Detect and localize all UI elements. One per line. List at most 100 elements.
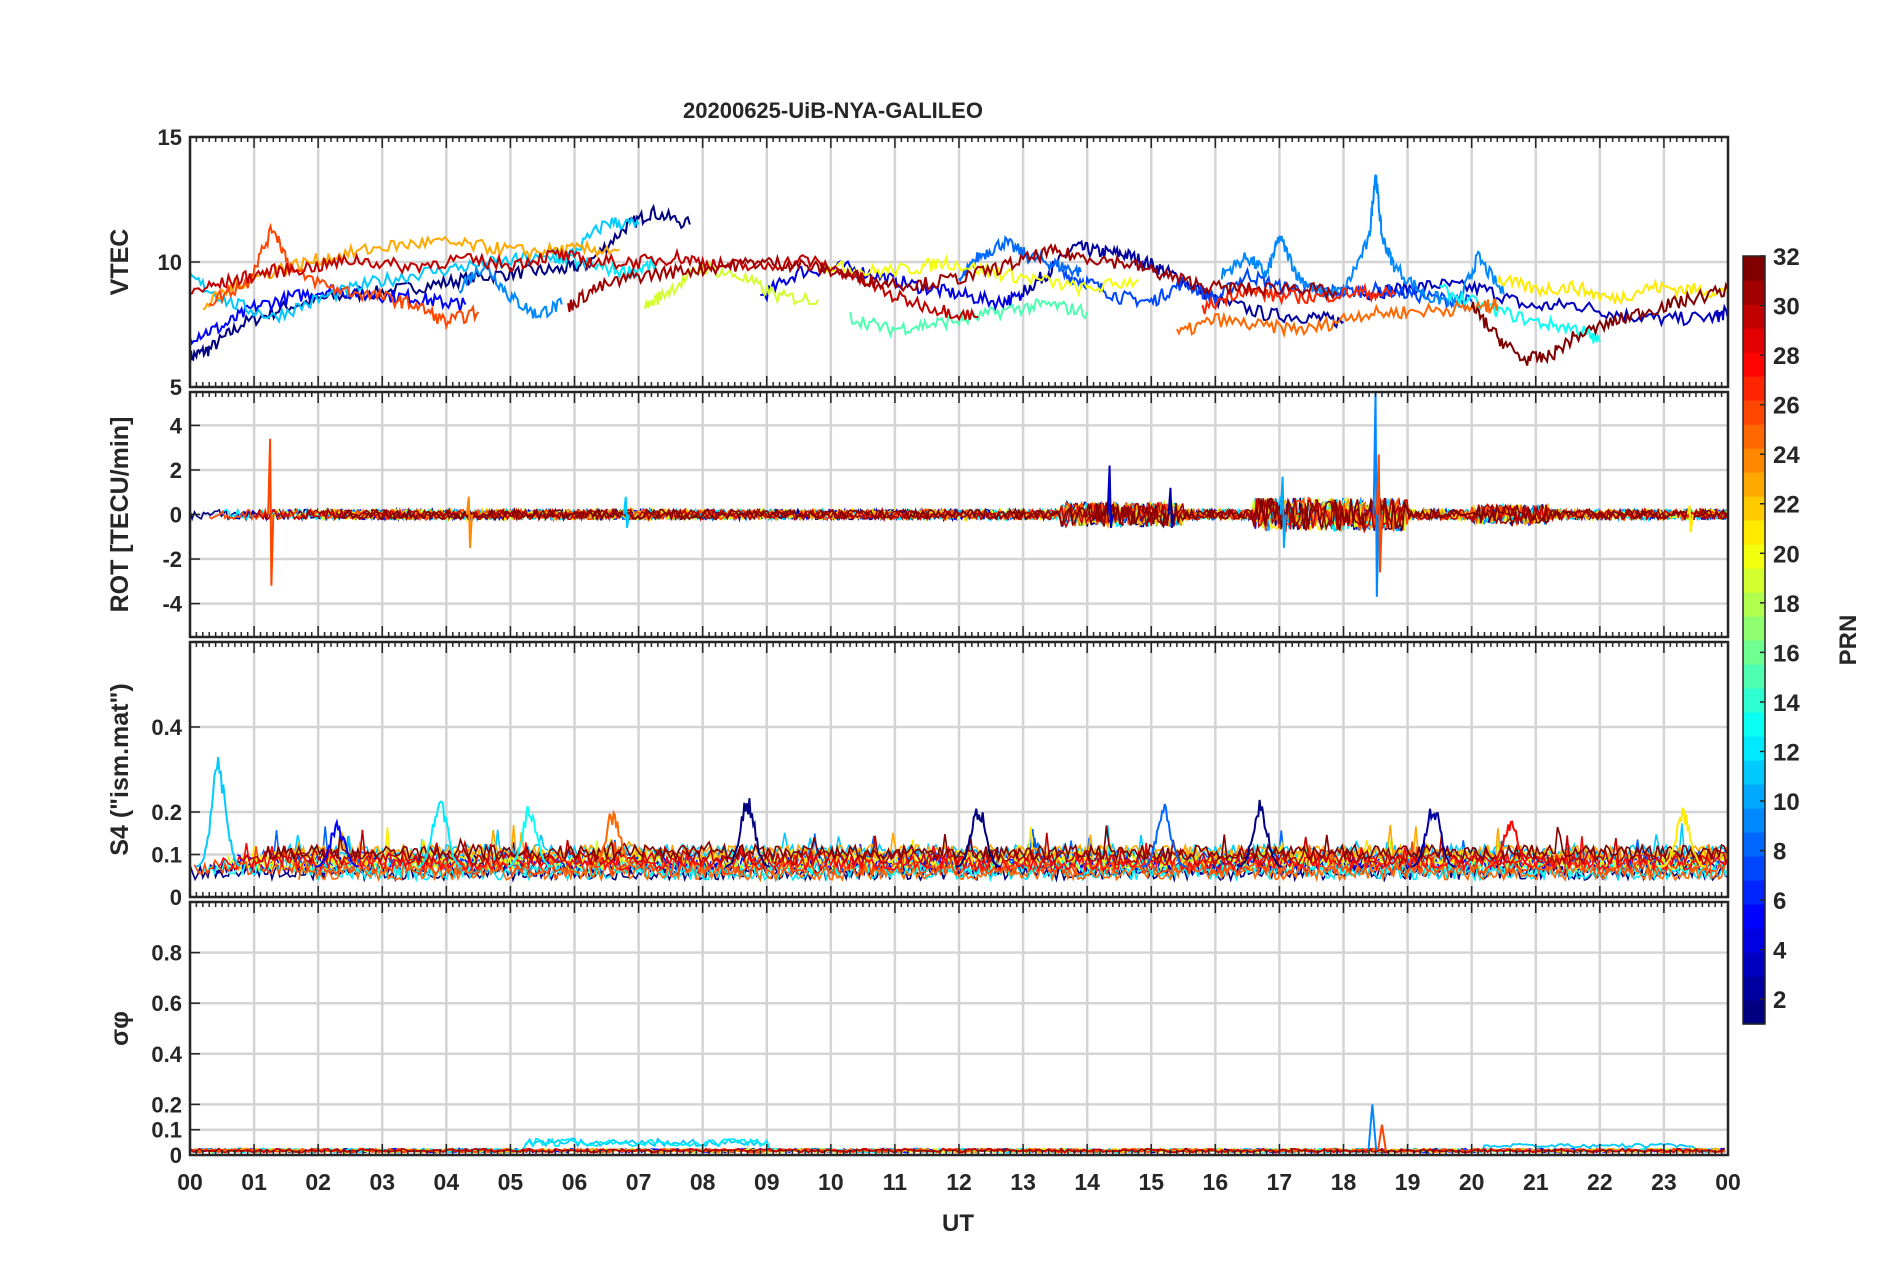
colorbar-band	[1743, 856, 1765, 881]
rot-spike-prn-11	[622, 496, 630, 529]
s4-peak-prn-28	[1487, 820, 1533, 868]
y-axis-label-sigma_phi: σφ	[106, 1011, 134, 1046]
x-tick-label: 20	[1459, 1169, 1485, 1195]
colorbar-band	[1743, 520, 1765, 545]
x-tick-label: 19	[1395, 1169, 1421, 1195]
colorbar-band	[1743, 832, 1765, 857]
panel-vtec: 15 10 5 VTEC	[106, 125, 1730, 400]
rot-series-prn-32	[343, 497, 1728, 531]
colorbar-band	[1743, 928, 1765, 953]
y-tick-label-rot: 2	[170, 458, 182, 483]
rot-spike-prn-21	[1686, 505, 1694, 533]
rot-spike-prn-26	[1375, 454, 1383, 573]
y-tick-label-sigma_phi: 0.6	[151, 991, 182, 1016]
colorbar-band	[1743, 280, 1765, 305]
x-tick-label: 06	[562, 1169, 588, 1195]
colorbar-frame	[1742, 255, 1766, 1025]
vtec-series-prn-26	[208, 222, 480, 331]
vtec-series-prn-9	[1220, 174, 1505, 309]
vtec-series-prn-7	[1061, 266, 1473, 312]
colorbar-tick-label: 12	[1773, 739, 1800, 766]
y-tick-label-rot: 4	[170, 413, 183, 438]
colorbar-tick-label: 28	[1773, 343, 1800, 370]
x-tick-label: 15	[1138, 1169, 1164, 1195]
y-tick-label-vtec: 15	[158, 125, 182, 150]
colorbar-band	[1743, 640, 1765, 665]
rot-spike-prn-2	[1167, 487, 1175, 529]
s4-peak-prn-13	[507, 805, 553, 868]
colorbar-band	[1743, 952, 1765, 977]
panel-s4-data	[190, 756, 1728, 883]
vtec-series-prn-31	[567, 243, 1338, 313]
colorbar-label: PRN	[1835, 615, 1862, 666]
y-tick-label-sigma_phi: 0.4	[151, 1042, 182, 1067]
s4-series-prn-32	[264, 825, 1728, 863]
s4-peak-prn-11	[196, 756, 241, 868]
y-tick-label-sigma_phi: 0.8	[151, 941, 182, 966]
y-axis-label-s4: S4 ("ism.mat")	[106, 683, 134, 855]
colorbar-band	[1743, 544, 1765, 569]
colorbar-band	[1743, 328, 1765, 353]
panel-sigma_phi: 0.8 0.6 0.4 0.20.10 σφ	[106, 900, 1730, 1168]
x-tick-label: 16	[1203, 1169, 1229, 1195]
rot-spike-prn-3	[1106, 465, 1114, 529]
x-tick-label: 23	[1651, 1169, 1677, 1195]
y-tick-label-s4: 0.2	[151, 800, 182, 825]
colorbar-tick-label: 30	[1773, 294, 1800, 321]
colorbar-tick-label: 24	[1773, 442, 1800, 469]
x-tick-label: 04	[434, 1169, 460, 1195]
x-tick-label: 00	[177, 1169, 203, 1195]
colorbar-band	[1743, 400, 1765, 425]
s4-peak-prn-12	[417, 800, 463, 868]
colorbar-band	[1743, 448, 1765, 473]
x-tick-label: 07	[626, 1169, 652, 1195]
colorbar-band	[1743, 808, 1765, 833]
vtec-series-prn-32	[1470, 281, 1728, 366]
y-tick-label-sigma_phi: 0.1	[151, 1118, 182, 1143]
s4-series-prn-26	[193, 841, 1728, 878]
rot-spike-prn-10	[1279, 476, 1287, 548]
s4-peak-prn-5	[314, 818, 359, 868]
x-tick-label: 17	[1267, 1169, 1293, 1195]
colorbar-tick-label: 10	[1773, 789, 1800, 816]
colorbar-tick-label: 22	[1773, 492, 1800, 519]
colorbar-band	[1743, 472, 1765, 497]
x-axis-label: UT	[942, 1210, 974, 1237]
x-tick-label: 14	[1074, 1169, 1100, 1195]
x-tick-label: 13	[1010, 1169, 1036, 1195]
x-tick-label: 18	[1331, 1169, 1357, 1195]
x-tick-label: 09	[754, 1169, 780, 1195]
colorbar-tick-label: 6	[1773, 888, 1786, 915]
s4-peak-prn-1	[955, 808, 1001, 868]
colorbar-band	[1743, 376, 1765, 401]
vtec-series-prn-9	[458, 262, 563, 319]
colorbar-band	[1743, 1000, 1765, 1025]
sigma-peak-prn-26	[1377, 1124, 1387, 1151]
vtec-series-prn-8	[958, 235, 1082, 283]
y-tick-label-s4: 0.1	[151, 843, 182, 868]
colorbar-band	[1743, 352, 1765, 377]
panel-rot: 4 2 0 -2 -4 ROT [TECU/min]	[106, 390, 1730, 639]
colorbar-tick-label: 20	[1773, 541, 1800, 568]
s4-peak-prn-8	[1141, 803, 1187, 868]
colorbar-band	[1743, 592, 1765, 617]
vtec-series-prn-11	[190, 216, 640, 324]
s4-peak-prn-1	[724, 798, 771, 868]
s4-peak-prn-1	[1237, 799, 1283, 868]
colorbar-band	[1743, 496, 1765, 521]
s4-peak-prn-21	[1660, 807, 1706, 868]
chart-title: 20200625-UiB-NYA-GALILEO	[683, 98, 983, 123]
y-axis-label-vtec: VTEC	[106, 229, 134, 296]
y-tick-label-rot: 0	[170, 503, 182, 528]
colorbar-band	[1743, 880, 1765, 905]
x-tick-label: 05	[498, 1169, 524, 1195]
x-tick-label: 00	[1715, 1169, 1741, 1195]
x-tick-label: 21	[1523, 1169, 1549, 1195]
y-tick-label-sigma_phi: 0	[170, 1143, 182, 1168]
vtec-series-prn-19	[644, 261, 819, 309]
rot-spike-prn-9	[1372, 392, 1380, 597]
x-tick-label: 03	[369, 1169, 395, 1195]
y-tick-label-s4: 0.4	[151, 715, 182, 740]
